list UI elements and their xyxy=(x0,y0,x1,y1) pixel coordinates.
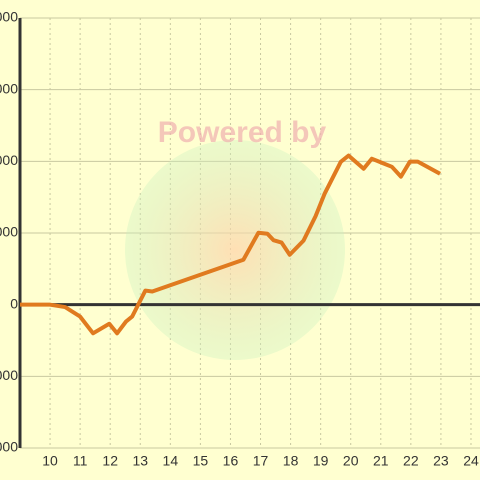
y-tick-label: 3,000 xyxy=(0,224,18,240)
x-tick-label: 14 xyxy=(163,453,179,469)
x-tick-label: 20 xyxy=(343,453,359,469)
x-tick-label: 19 xyxy=(313,453,329,469)
x-tick-label: 21 xyxy=(373,453,389,469)
x-tick-label: 16 xyxy=(223,453,239,469)
watermark-image xyxy=(125,140,345,360)
x-tick-label: 11 xyxy=(73,453,88,469)
x-tick-label: 15 xyxy=(193,453,209,469)
y-tick-label: 0 xyxy=(10,295,18,311)
y-tick-label: -6,000 xyxy=(0,439,18,455)
line-series xyxy=(20,153,441,336)
x-tick-label: 24 xyxy=(463,453,479,469)
x-tick-label: 23 xyxy=(433,453,449,469)
x-tick-label: 22 xyxy=(403,453,419,469)
x-tick-label: 10 xyxy=(42,453,58,469)
x-tick-label: 17 xyxy=(253,453,269,469)
y-tick-label: -3,000 xyxy=(0,367,18,383)
watermark-text: Powered by xyxy=(158,116,327,149)
x-tick-label: 13 xyxy=(132,453,148,469)
y-tick-label: 9,000 xyxy=(0,80,18,96)
x-tick-label: 12 xyxy=(102,453,118,469)
x-tick-label: 18 xyxy=(283,453,299,469)
y-tick-label: 12,000 xyxy=(0,9,18,25)
y-tick-label: 6,000 xyxy=(0,152,18,168)
